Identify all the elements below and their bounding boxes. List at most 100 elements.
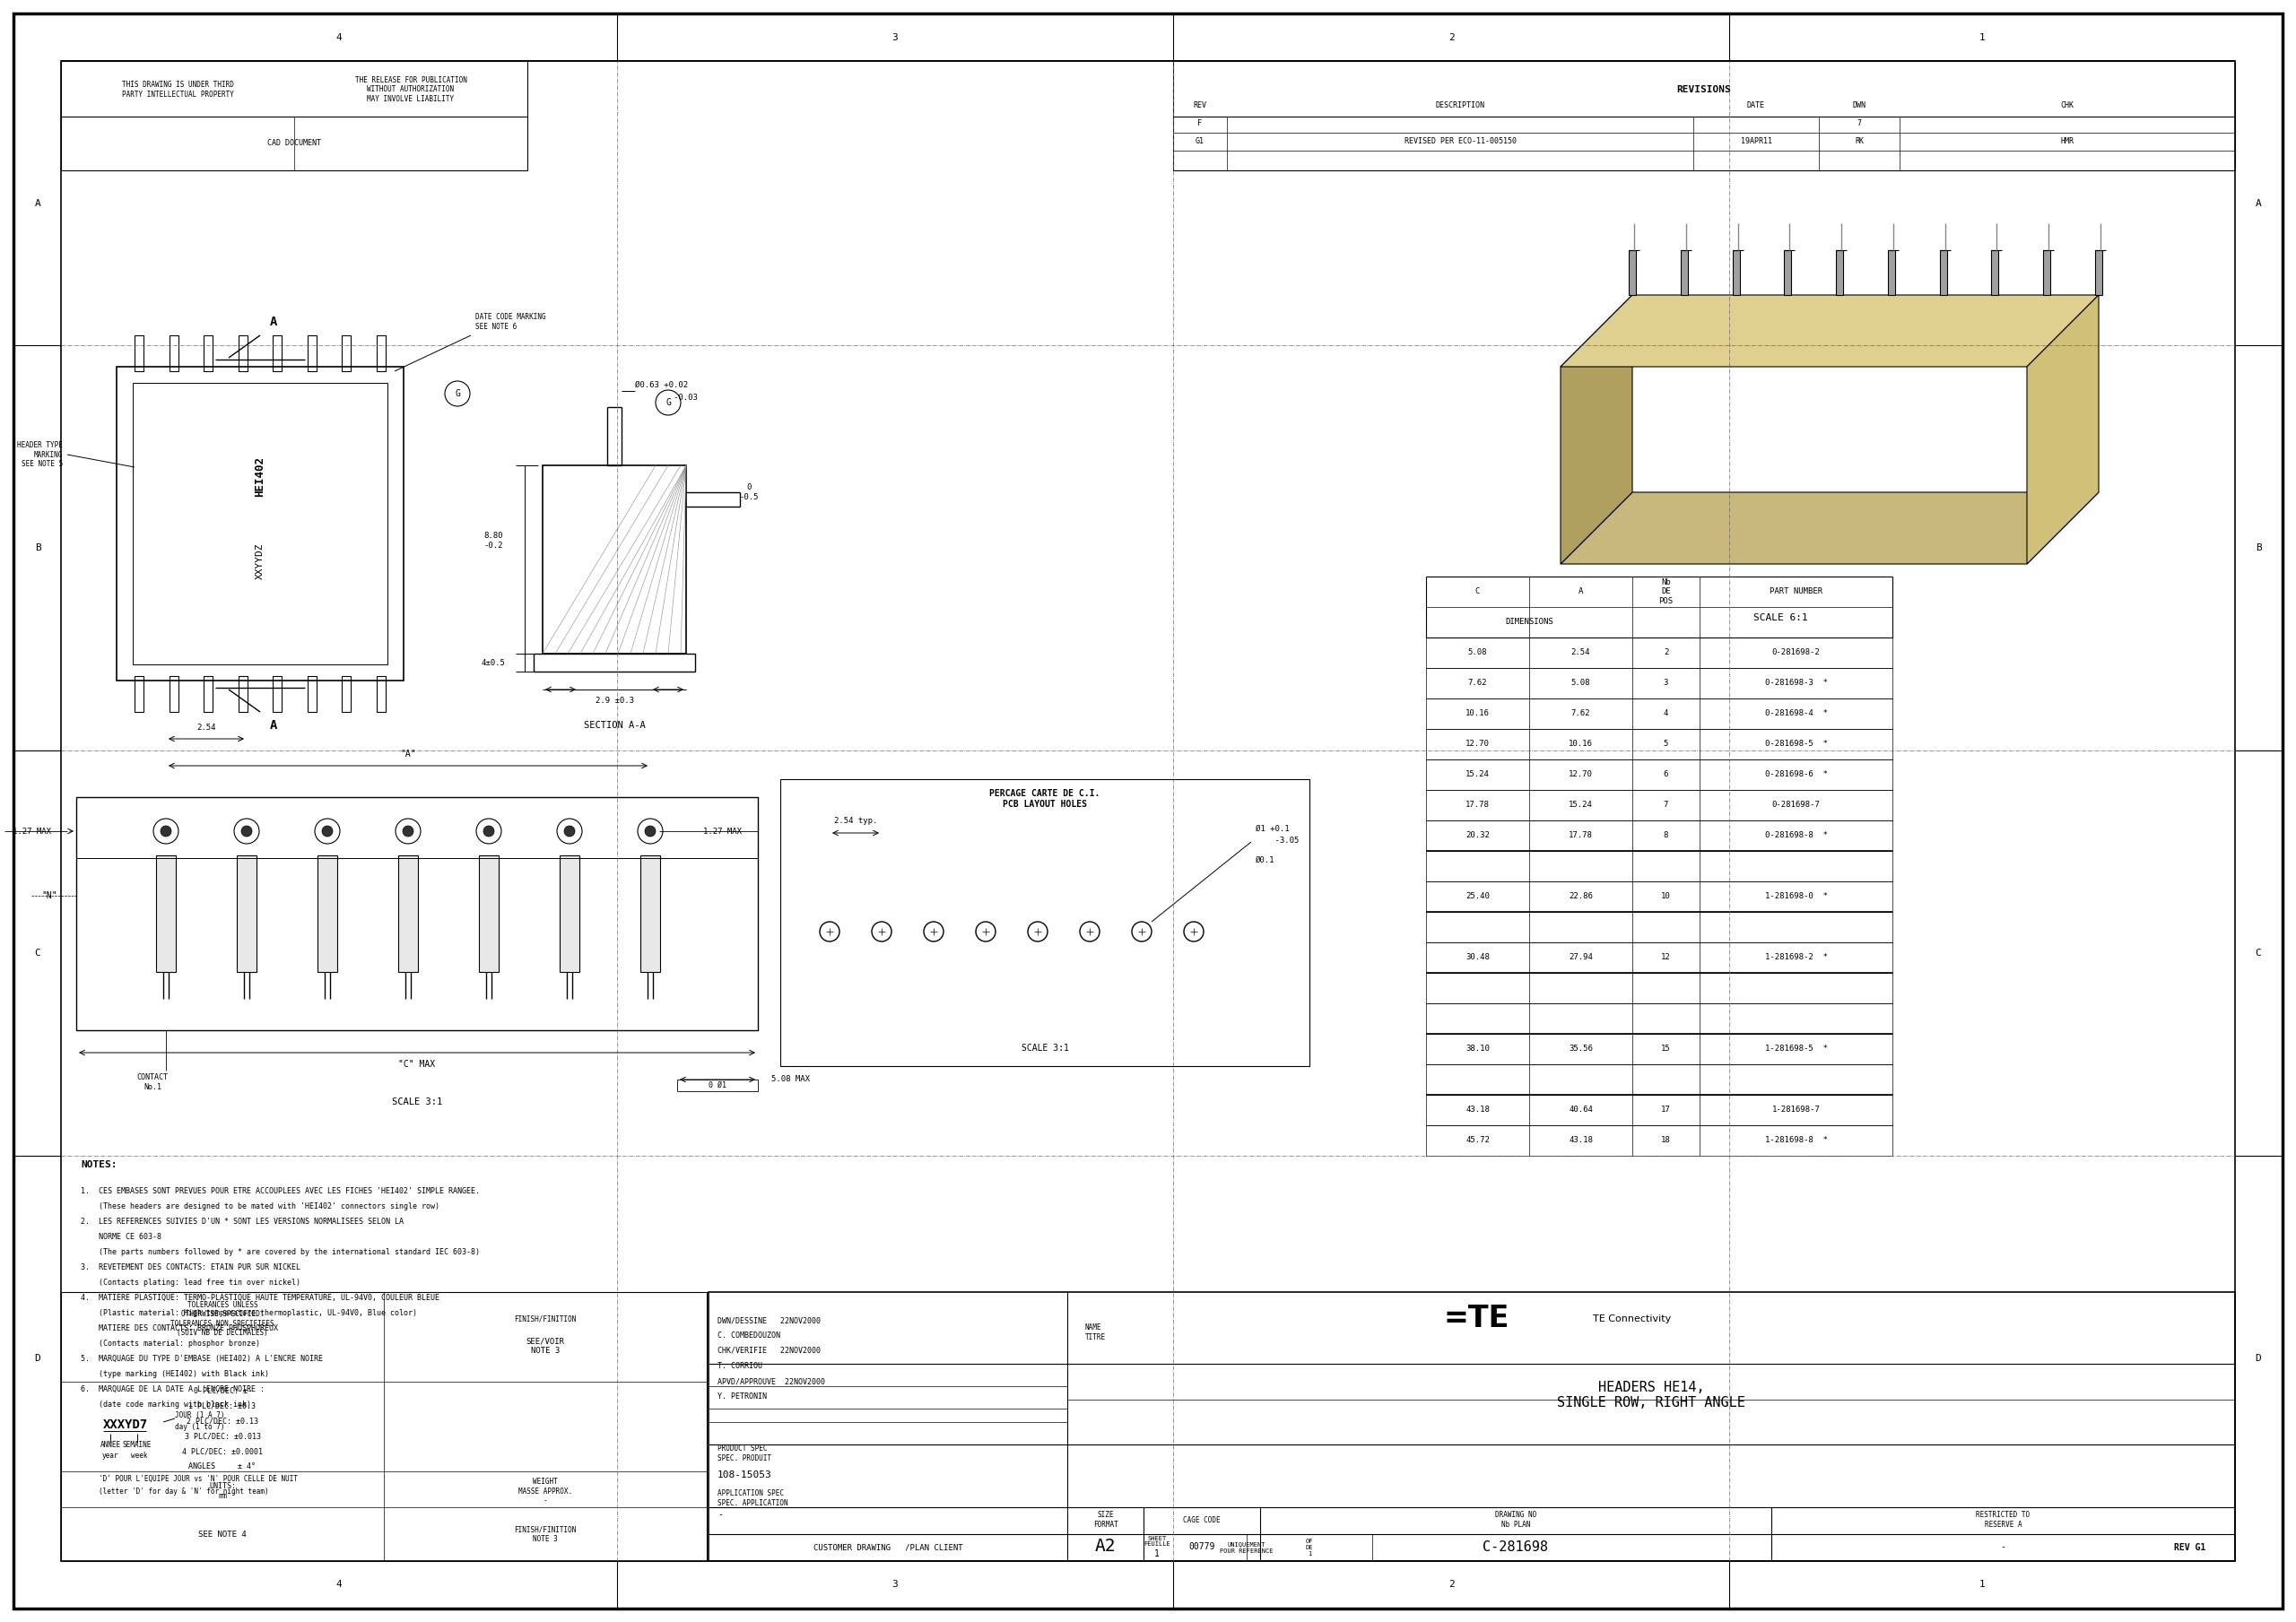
Text: C: C — [34, 949, 41, 957]
Text: SEMAINE: SEMAINE — [122, 1442, 152, 1450]
Text: CHK/VERIFIE   22NOV2000: CHK/VERIFIE 22NOV2000 — [716, 1346, 820, 1354]
Bar — [135, 336, 142, 371]
Text: 1.27 MAX: 1.27 MAX — [11, 827, 51, 835]
Bar — [377, 336, 386, 371]
Text: APPLICATION SPEC
SPEC. APPLICATION: APPLICATION SPEC SPEC. APPLICATION — [716, 1489, 788, 1507]
Text: (letter 'D' for day & 'N' for night team): (letter 'D' for day & 'N' for night team… — [99, 1487, 269, 1495]
Bar — [1887, 250, 1894, 295]
Text: (Plastic material: High temperature thermoplastic, UL-94V0, Blue color): (Plastic material: High temperature ther… — [80, 1309, 418, 1317]
Text: A: A — [1577, 587, 1584, 595]
Text: 'D' POUR L'EQUIPE JOUR vs 'N' POUR CELLE DE NUIT: 'D' POUR L'EQUIPE JOUR vs 'N' POUR CELLE… — [99, 1474, 298, 1483]
Bar — [1426, 852, 1892, 881]
Text: "A": "A" — [400, 749, 416, 759]
Text: PERCAGE CARTE DE C.I.
PCB LAYOUT HOLES: PERCAGE CARTE DE C.I. PCB LAYOUT HOLES — [990, 790, 1100, 809]
Bar — [170, 336, 179, 371]
Bar — [480, 855, 498, 972]
Text: A: A — [2255, 198, 2262, 208]
Text: A2: A2 — [1095, 1538, 1116, 1555]
Text: CUSTOMER DRAWING   /PLAN CLIENT: CUSTOMER DRAWING /PLAN CLIENT — [813, 1544, 962, 1552]
Bar — [342, 676, 351, 712]
Text: 1-281698-2  *: 1-281698-2 * — [1766, 954, 1828, 962]
Text: UNITS:
mm: UNITS: mm — [209, 1483, 236, 1500]
Text: 2.54: 2.54 — [1570, 649, 1591, 657]
Text: 45.72: 45.72 — [1465, 1137, 1490, 1145]
Text: 1-281698-5  *: 1-281698-5 * — [1766, 1045, 1828, 1053]
Text: 2: 2 — [1665, 649, 1669, 657]
Bar — [308, 336, 317, 371]
Text: 30.48: 30.48 — [1465, 954, 1490, 962]
Text: 43.18: 43.18 — [1465, 1106, 1490, 1114]
Text: 108-15053: 108-15053 — [716, 1471, 771, 1479]
Text: G: G — [666, 397, 670, 407]
Text: 2.  LES REFERENCES SUIVIES D'UN * SONT LES VERSIONS NORMALISEES SELON LA: 2. LES REFERENCES SUIVIES D'UN * SONT LE… — [80, 1218, 404, 1226]
Text: 8.80
-0.2: 8.80 -0.2 — [484, 532, 503, 550]
Text: year: year — [101, 1452, 119, 1460]
Bar — [135, 676, 142, 712]
Bar — [709, 1293, 2234, 1560]
Circle shape — [638, 819, 664, 843]
Text: Ø1 +0.1: Ø1 +0.1 — [1256, 824, 1290, 832]
Bar — [542, 466, 687, 654]
Polygon shape — [1561, 491, 2099, 564]
Text: DRAWING NO
Nb PLAN: DRAWING NO Nb PLAN — [1495, 1512, 1536, 1528]
Polygon shape — [1561, 295, 1632, 564]
Text: RK: RK — [1855, 138, 1864, 146]
Bar — [1426, 668, 1892, 699]
Text: 2 PLC/DEC: ±0.13: 2 PLC/DEC: ±0.13 — [186, 1418, 257, 1426]
Text: 40.64: 40.64 — [1568, 1106, 1593, 1114]
Text: 8: 8 — [1665, 832, 1669, 840]
Text: 20.32: 20.32 — [1465, 832, 1490, 840]
Text: C: C — [2255, 949, 2262, 957]
Text: 2: 2 — [1449, 32, 1453, 42]
Bar — [342, 336, 351, 371]
Text: B: B — [2255, 543, 2262, 553]
Bar — [1426, 821, 1892, 852]
Bar — [1426, 699, 1892, 728]
Bar — [397, 855, 418, 972]
Text: UNIQUEMENT
POUR REFERENCE: UNIQUEMENT POUR REFERENCE — [1219, 1543, 1274, 1554]
Text: DIMENSIONS: DIMENSIONS — [1506, 618, 1554, 626]
Bar — [560, 855, 579, 972]
Bar — [1426, 759, 1892, 790]
Text: 35.56: 35.56 — [1568, 1045, 1593, 1053]
Text: F: F — [1199, 120, 1203, 128]
Text: ANNEE: ANNEE — [101, 1442, 122, 1450]
Text: OF
DE
1: OF DE 1 — [1306, 1539, 1313, 1557]
Circle shape — [315, 819, 340, 843]
Text: HEI402: HEI402 — [255, 456, 266, 496]
Text: 17.78: 17.78 — [1465, 801, 1490, 809]
Text: 3: 3 — [893, 1580, 898, 1590]
Bar — [1837, 250, 1844, 295]
Bar — [62, 1293, 707, 1560]
Bar — [1426, 728, 1892, 759]
Bar — [1173, 62, 2234, 170]
Bar — [1426, 1095, 1892, 1126]
Text: HMR: HMR — [2060, 138, 2073, 146]
Circle shape — [565, 826, 574, 837]
Text: 12: 12 — [1660, 954, 1671, 962]
Text: RESTRICTED TO
RESERVE A: RESTRICTED TO RESERVE A — [1977, 1512, 2030, 1528]
Text: 3 PLC/DEC: ±0.013: 3 PLC/DEC: ±0.013 — [184, 1432, 259, 1440]
Text: 6: 6 — [1665, 770, 1669, 779]
Circle shape — [161, 826, 172, 837]
Bar — [204, 676, 214, 712]
Text: 1-281698-8  *: 1-281698-8 * — [1766, 1137, 1828, 1145]
Text: "N": "N" — [41, 890, 57, 900]
Bar — [239, 676, 248, 712]
Text: 5.08: 5.08 — [1467, 649, 1488, 657]
Bar — [677, 1080, 758, 1092]
Circle shape — [395, 819, 420, 843]
Text: B: B — [34, 543, 41, 553]
Bar — [76, 796, 758, 1030]
Text: 00779: 00779 — [1189, 1543, 1215, 1551]
Text: MATIERE DES CONTACTS: BRONZE PHOSPHOREUX: MATIERE DES CONTACTS: BRONZE PHOSPHOREUX — [80, 1324, 278, 1332]
Text: APVD/APPROUVE  22NOV2000: APVD/APPROUVE 22NOV2000 — [716, 1377, 824, 1385]
Text: 1: 1 — [1979, 32, 1986, 42]
Bar — [1991, 250, 1998, 295]
Text: 15.24: 15.24 — [1568, 801, 1593, 809]
Text: 4: 4 — [1665, 710, 1669, 719]
Text: XXYYDZ: XXYYDZ — [255, 543, 264, 579]
Text: DWN/DESSINE   22NOV2000: DWN/DESSINE 22NOV2000 — [716, 1317, 820, 1325]
Text: SCALE 3:1: SCALE 3:1 — [393, 1098, 443, 1106]
Text: 0-281698-7: 0-281698-7 — [1773, 801, 1821, 809]
